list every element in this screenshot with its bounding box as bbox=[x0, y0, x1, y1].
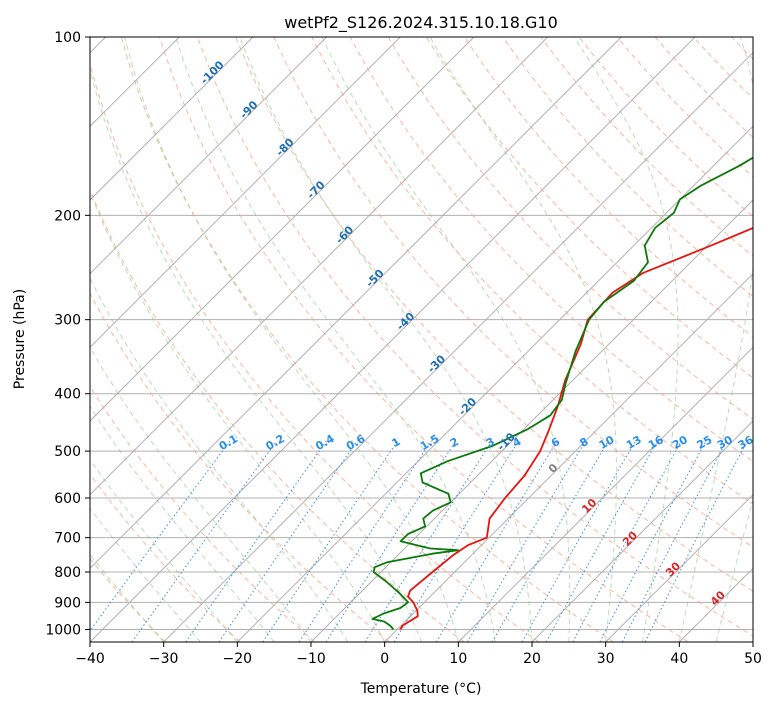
y-tick-label: 800 bbox=[54, 565, 81, 581]
moist-adiabat-line bbox=[90, 346, 312, 642]
y-tick-label: 200 bbox=[54, 208, 81, 224]
y-tick-label: 600 bbox=[54, 491, 81, 507]
mixing-ratio-line bbox=[185, 440, 328, 642]
dry-adiabat-line bbox=[235, 37, 753, 592]
isotherm-gridline bbox=[384, 272, 753, 642]
mixing-ratio-layer bbox=[90, 440, 748, 642]
x-tick-label: −10 bbox=[296, 651, 326, 667]
x-tick-label: 10 bbox=[449, 651, 467, 667]
moist-adiabat-line bbox=[239, 37, 533, 642]
x-tick-label: 40 bbox=[670, 651, 688, 667]
dry-adiabat-line bbox=[90, 557, 166, 642]
mixing-ratio-line bbox=[521, 440, 637, 642]
isotherm-gridline bbox=[90, 37, 549, 496]
isotherm-gridline bbox=[531, 420, 753, 642]
dry-adiabats-layer bbox=[90, 37, 753, 642]
mixing-ratio-line bbox=[262, 440, 399, 642]
moist-adiabat-line bbox=[90, 405, 275, 642]
x-axis-ticks: −40 −30 −20 −10 0 10 20 30 40 50 bbox=[75, 642, 762, 667]
dry-adiabat-line bbox=[90, 473, 241, 642]
y-tick-label: 700 bbox=[54, 531, 81, 547]
moist-adiabat-line bbox=[321, 37, 571, 642]
x-tick-label: 0 bbox=[380, 651, 389, 667]
dry-adiabat-line bbox=[349, 37, 753, 462]
isotherm-gridline bbox=[90, 37, 622, 570]
mixing-ratio-line bbox=[491, 440, 609, 642]
mixing-ratio-line bbox=[393, 440, 520, 642]
y-tick-label: 1000 bbox=[45, 622, 81, 638]
dry-adiabat-line bbox=[159, 37, 689, 642]
y-tick-label: 300 bbox=[54, 313, 81, 329]
y-tick-label: 500 bbox=[54, 444, 81, 460]
dry-adiabat-line bbox=[197, 37, 753, 637]
chart-title: wetPf2_S126.2024.315.10.18.G10 bbox=[284, 13, 558, 33]
moist-adiabat-line bbox=[429, 37, 617, 642]
plot-frame bbox=[89, 36, 754, 643]
moist-adiabat-line bbox=[90, 67, 422, 642]
dry-adiabat-line bbox=[120, 37, 614, 642]
dry-adiabat-line bbox=[90, 62, 540, 642]
x-axis-title: Temperature (°C) bbox=[360, 681, 482, 697]
mixing-ratio-line bbox=[644, 440, 748, 642]
isotherm-gridline bbox=[163, 51, 753, 642]
temperature-line bbox=[399, 227, 753, 630]
isotherm-gridline bbox=[90, 37, 401, 349]
mixing-ratio-line bbox=[572, 440, 683, 642]
isotherm-gridline bbox=[90, 37, 254, 201]
moist-adiabat-line bbox=[90, 190, 386, 642]
moist-adiabat-line bbox=[124, 37, 459, 642]
isotherm-gridline bbox=[236, 125, 753, 642]
dewpoint-line bbox=[371, 156, 753, 631]
moist-adiabat-line bbox=[175, 37, 496, 642]
moist-adiabat-line bbox=[90, 553, 165, 642]
x-tick-label: −20 bbox=[223, 651, 253, 667]
dry-adiabat-line bbox=[273, 37, 753, 548]
dry-adiabat-line bbox=[90, 385, 316, 642]
y-tick-label: 100 bbox=[54, 30, 81, 46]
isotherm-gridline bbox=[90, 37, 328, 275]
mixing-ratio-line bbox=[90, 440, 231, 632]
x-tick-label: −40 bbox=[75, 651, 105, 667]
mixing-ratio-line bbox=[545, 440, 659, 642]
isotherm-gridline bbox=[90, 37, 475, 422]
x-tick-label: 30 bbox=[597, 651, 615, 667]
mixing-ratio-line bbox=[298, 440, 432, 642]
moist-adiabat-line bbox=[90, 277, 349, 642]
dry-adiabat-line bbox=[90, 292, 390, 642]
dry-adiabat-line bbox=[311, 37, 753, 505]
y-tick-label: 900 bbox=[54, 595, 81, 611]
mixing-ratio-label: 36 bbox=[736, 433, 756, 452]
mixing-ratio-line bbox=[325, 440, 457, 642]
series-layer bbox=[371, 156, 753, 631]
moist-adiabat-line bbox=[90, 458, 238, 642]
y-axis-ticks: 1000 900 800 700 600 500 400 300 200 100 bbox=[45, 30, 90, 638]
mixing-ratio-line bbox=[364, 440, 493, 642]
mixing-ratio-line bbox=[131, 440, 278, 642]
dry-adiabat-line bbox=[90, 188, 465, 642]
dry-adiabat-line bbox=[464, 37, 753, 338]
y-tick-label: 400 bbox=[54, 387, 81, 403]
isotherm-gridline bbox=[605, 493, 753, 642]
isotherm-gridline bbox=[457, 346, 753, 642]
moist-adiabat-line bbox=[90, 507, 201, 642]
plot-area: 0.1 0.2 0.4 0.6 1 1.5 2 3 4 6 8 10 13 16 20 25 30 36-100-… bbox=[90, 37, 756, 642]
y-axis-title: Pressure (hPa) bbox=[12, 289, 28, 389]
mixing-ratio-line bbox=[467, 440, 587, 642]
isotherm-gridline bbox=[310, 199, 753, 642]
mixing-ratio-line bbox=[435, 440, 558, 642]
x-tick-label: 50 bbox=[744, 651, 762, 667]
x-tick-label: −30 bbox=[149, 651, 179, 667]
x-tick-label: 20 bbox=[523, 651, 541, 667]
